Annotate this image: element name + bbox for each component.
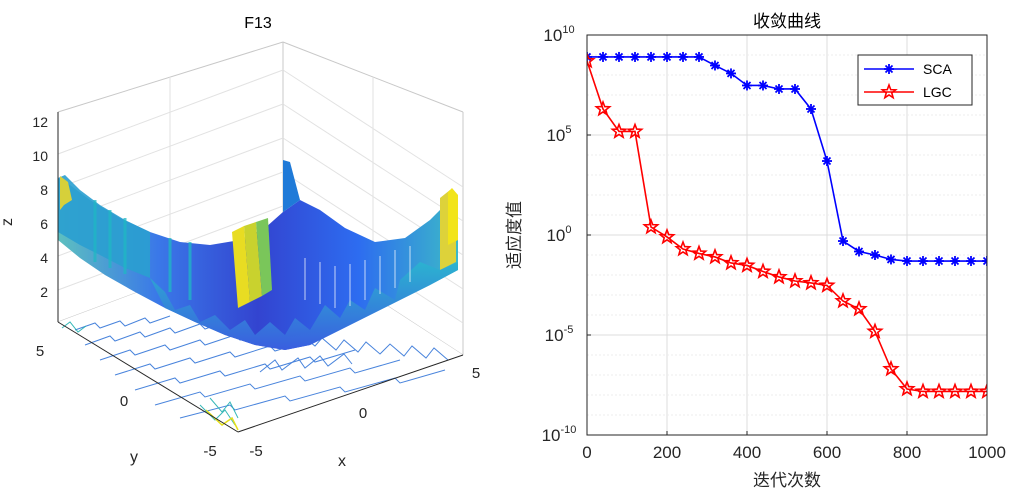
y-tick-label: 0 [120, 393, 128, 410]
data-point-lgc [610, 122, 628, 139]
x-tick-label: 0 [359, 405, 367, 422]
data-point-sca [966, 256, 976, 267]
y-tick-label: 105 [546, 124, 571, 145]
z-tick-label: 12 [32, 114, 48, 130]
z-axis-ticks: 2 4 6 8 10 12 [32, 114, 48, 300]
legend-items: SCA LGC [864, 61, 952, 100]
data-point-lgc [882, 359, 900, 377]
x-axis-label: x [338, 453, 346, 470]
surface-mesh [58, 160, 458, 350]
data-point-sca [710, 60, 720, 71]
legend: SCA LGC [857, 54, 973, 106]
y-axis-title: 适应度值 [505, 201, 525, 269]
data-point-lgc [946, 382, 964, 399]
x-tick-label: 5 [472, 365, 480, 382]
x-tick-label: 600 [813, 443, 841, 462]
data-point-lgc [978, 382, 987, 399]
data-point-lgc [802, 273, 820, 291]
data-point-sca [822, 156, 832, 167]
data-point-lgc [674, 239, 692, 257]
data-point-sca [614, 51, 624, 62]
data-point-sca [950, 256, 960, 267]
y-tick-label: 10-10 [542, 424, 577, 445]
data-point-lgc [834, 291, 852, 309]
data-point-sca [646, 51, 656, 62]
data-point-sca [854, 246, 864, 257]
y-tick-label: 5 [36, 343, 44, 360]
data-point-lgc [658, 227, 676, 245]
x-axis-ticks: -5 0 5 [249, 365, 480, 460]
data-point-sca [870, 250, 880, 260]
legend-marker-lgc [880, 82, 898, 100]
y-tick-label: -5 [203, 443, 216, 460]
data-point-lgc [962, 382, 980, 399]
y-axis-label: y [130, 449, 138, 466]
x-axis-title: 迭代次数 [753, 471, 821, 489]
z-tick-label: 10 [32, 148, 48, 164]
legend-marker-sca [884, 64, 894, 74]
data-point-sca [726, 68, 736, 79]
data-point-lgc [818, 276, 836, 293]
data-point-sca [918, 256, 928, 267]
convergence-plot-panel: 0 200 400 600 800 1000 10-10 10-5 100 105 1010 收敛曲… [505, 12, 1006, 489]
data-point-lgc [850, 299, 868, 317]
legend-label-sca: SCA [923, 61, 952, 77]
y-tick-label: 100 [546, 224, 571, 245]
data-point-lgc [754, 262, 772, 279]
data-point-sca [806, 103, 816, 114]
chart-title: 收敛曲线 [753, 12, 821, 32]
z-axis-label: z [0, 218, 16, 226]
data-point-lgc [587, 51, 596, 69]
legend-box [857, 54, 973, 106]
data-point-sca [742, 80, 752, 91]
surface-axis-lines [57, 112, 464, 433]
data-point-sca [934, 256, 944, 267]
x-tick-label: 0 [582, 443, 591, 462]
data-point-sca [598, 51, 608, 62]
data-point-sca [694, 51, 704, 62]
ticks: 0 200 400 600 800 1000 10-10 10-5 100 105 1010 [542, 24, 1006, 462]
x-tick-label: 1000 [968, 443, 1006, 462]
y-tick-label: 1010 [543, 24, 574, 45]
data-point-lgc [690, 244, 708, 261]
data-point-sca [838, 236, 848, 247]
data-point-lgc [914, 382, 932, 399]
data-point-lgc [642, 217, 660, 235]
data-point-lgc [898, 379, 916, 397]
data-point-lgc [722, 253, 740, 271]
surface-title: F13 [244, 15, 272, 32]
x-tick-label: 800 [893, 443, 921, 462]
z-tick-label: 4 [40, 250, 48, 266]
z-tick-label: 2 [40, 284, 48, 300]
data-point-lgc [770, 267, 788, 285]
y-axis-ticks: 5 0 -5 [36, 343, 217, 460]
z-tick-label: 6 [40, 216, 48, 232]
data-point-sca [886, 254, 896, 265]
x-tick-label: 400 [733, 443, 761, 462]
data-point-sca [678, 51, 688, 62]
legend-label-lgc: LGC [923, 84, 952, 100]
data-point-sca [758, 80, 768, 91]
data-point-sca [982, 256, 987, 267]
data-point-lgc [626, 122, 644, 139]
data-point-sca [630, 51, 640, 62]
series-layer [587, 51, 987, 399]
z-tick-label: 8 [40, 182, 48, 198]
data-point-sca [774, 83, 784, 94]
x-tick-label: 200 [653, 443, 681, 462]
data-point-sca [902, 256, 912, 267]
data-point-sca [662, 51, 672, 62]
y-tick-label: 10-5 [545, 324, 574, 345]
surface-plot-panel: F13 [0, 15, 480, 470]
data-point-lgc [738, 256, 756, 273]
data-point-lgc [786, 271, 804, 289]
data-point-lgc [930, 382, 948, 399]
data-point-sca [790, 83, 800, 94]
data-point-lgc [706, 247, 724, 265]
x-tick-label: -5 [249, 443, 262, 460]
data-point-lgc [594, 99, 612, 117]
data-point-lgc [866, 322, 884, 339]
